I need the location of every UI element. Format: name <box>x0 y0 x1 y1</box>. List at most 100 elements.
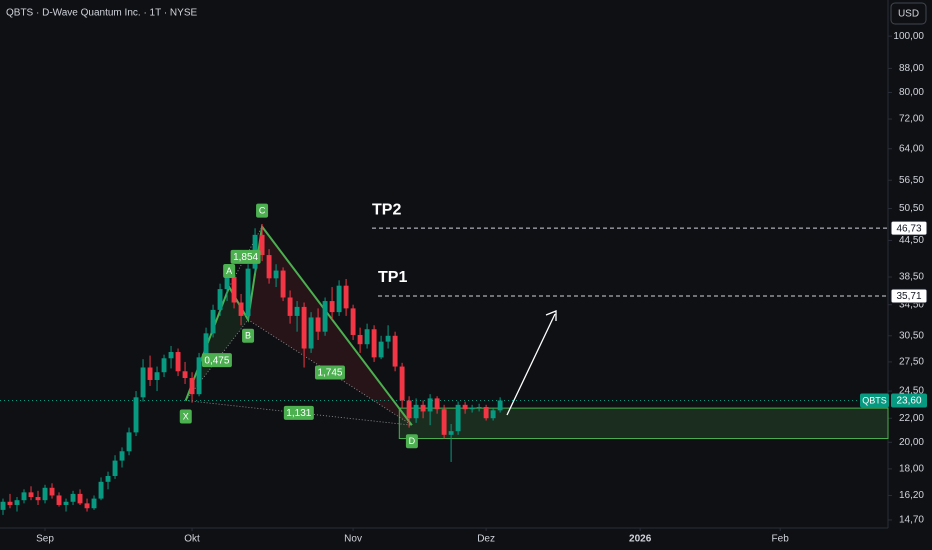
candle-body <box>343 285 349 309</box>
target-name: TP1 <box>378 269 407 286</box>
x-tick-label: Nov <box>344 534 362 545</box>
y-tick-label: 27,50 <box>899 357 924 368</box>
pattern-point-box <box>256 203 269 218</box>
candle-body <box>14 500 20 505</box>
candle-body <box>217 289 223 310</box>
ratio-label: 0,475 <box>204 355 229 366</box>
candle-body <box>154 372 160 380</box>
currency-button[interactable] <box>890 2 927 25</box>
symbol-tag-label: QBTS <box>862 395 887 405</box>
candle-body <box>322 301 328 332</box>
candle-body <box>49 487 55 496</box>
candle-body <box>378 341 384 358</box>
candle-body <box>280 270 286 298</box>
candle-body <box>434 398 440 410</box>
candle-body <box>189 378 195 395</box>
candle-body <box>0 501 6 510</box>
pattern-point-box <box>223 264 236 279</box>
pattern-ratio-line <box>247 319 413 426</box>
candle-body <box>364 329 370 345</box>
candle-body <box>238 302 244 316</box>
ratio-label: 1,131 <box>286 408 311 419</box>
plot: 100,00 88,00 80,00 72,00 64,00 56,50 50,50 44,5… <box>0 31 924 545</box>
candle-body <box>21 492 27 501</box>
candle-body <box>112 460 118 476</box>
candle-body <box>259 234 265 256</box>
candle-body <box>133 397 139 433</box>
candle-body <box>231 277 237 303</box>
candle-body <box>490 410 496 419</box>
candle-body <box>413 404 419 419</box>
y-tick-label: 44,50 <box>899 235 924 246</box>
candle-body <box>441 409 447 435</box>
ratio-box <box>314 365 345 380</box>
x-tick-label: Okt <box>184 534 200 545</box>
candle-body <box>224 277 230 290</box>
candle-body <box>357 334 363 345</box>
pattern-point-label: B <box>245 331 251 341</box>
candle-body <box>196 357 202 395</box>
y-tick-label: 56,50 <box>899 175 924 186</box>
y-tick-label: 16,20 <box>899 490 924 501</box>
candle-body <box>119 451 125 461</box>
candle-body <box>308 317 314 349</box>
candle-body <box>273 270 279 279</box>
candle-body <box>168 352 174 359</box>
y-tick-label: 72,00 <box>899 114 924 125</box>
ratio-box <box>230 249 261 264</box>
candle-body <box>301 306 307 349</box>
candle-body <box>91 498 97 509</box>
candle-body <box>84 503 90 509</box>
candle-body <box>42 487 48 501</box>
candle-body <box>28 492 34 498</box>
price-tag-label: 35,71 <box>896 291 921 302</box>
candle-body <box>161 358 167 373</box>
candle-body <box>469 408 475 410</box>
candle-body <box>105 475 111 482</box>
candle-body <box>483 407 489 419</box>
y-tick-label: 50,50 <box>899 203 924 214</box>
pattern-point-label: X <box>183 411 189 421</box>
candle-body <box>497 400 503 411</box>
pattern-point-label: D <box>409 436 416 446</box>
pattern-fill <box>248 226 412 426</box>
candle-body <box>63 501 69 505</box>
y-tick-label: 80,00 <box>899 87 924 98</box>
candle-body <box>420 404 426 412</box>
candle-body <box>98 481 104 499</box>
candle-body <box>210 309 216 334</box>
candle-body <box>203 333 209 358</box>
y-tick-label: 24,50 <box>899 386 924 397</box>
candle-body <box>371 329 377 358</box>
candle-body <box>462 404 468 410</box>
ratio-label: 1,745 <box>317 368 342 379</box>
candle-body <box>7 501 13 505</box>
candle-body <box>182 371 188 379</box>
price-tag <box>891 393 927 408</box>
candle-body <box>175 352 181 372</box>
pattern-ratio-line <box>185 400 412 426</box>
y-tick-label: 30,50 <box>899 330 924 341</box>
y-tick-label: 22,00 <box>899 413 924 424</box>
candle-body <box>315 317 321 332</box>
currency-label[interactable]: USD <box>898 9 919 20</box>
y-tick-label: 64,00 <box>899 143 924 154</box>
candle-body <box>336 285 342 313</box>
y-tick-label: 34,50 <box>899 299 924 310</box>
x-tick-label: 2026 <box>629 534 652 545</box>
candle-body <box>147 367 153 380</box>
x-tick-label: Dez <box>477 534 495 545</box>
y-tick-label: 14,70 <box>899 515 924 526</box>
candle-body <box>35 497 41 501</box>
candle-body <box>329 301 335 313</box>
candle-body <box>126 432 132 452</box>
zone <box>398 407 889 440</box>
candle-body <box>350 308 356 335</box>
pattern-point-box <box>405 434 418 449</box>
candle-body <box>406 400 412 419</box>
candle-body <box>77 493 83 504</box>
price-tag-label: 46,73 <box>896 223 921 234</box>
chart-title: QBTS · D-Wave Quantum Inc. · 1T · NYSE <box>6 8 197 19</box>
candle-body <box>448 431 454 435</box>
